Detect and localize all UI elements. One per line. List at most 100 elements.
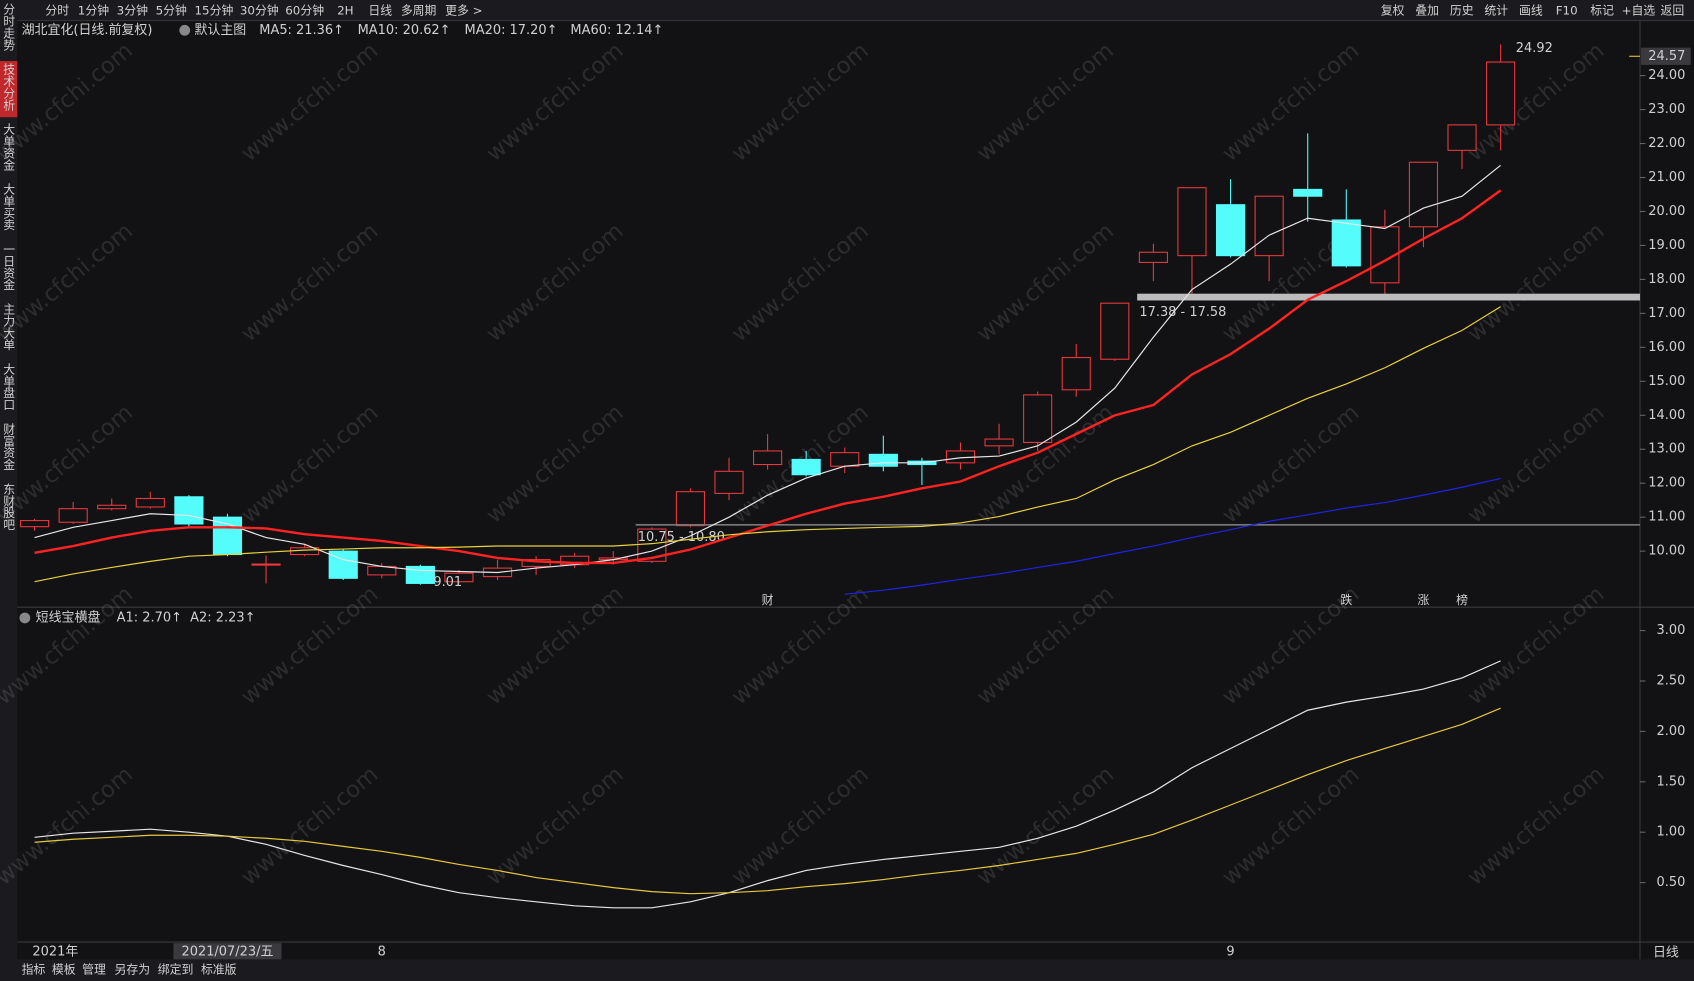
tool-button[interactable]: +自选: [1622, 3, 1656, 17]
x-tick-label: 9: [1226, 944, 1234, 959]
sidebar-tab[interactable]: 财富资金: [2, 422, 16, 470]
period-tab[interactable]: 日线: [368, 3, 392, 17]
candle-body: [1331, 219, 1361, 267]
legend-entry: MA20: 17.20↑: [465, 23, 558, 38]
period-tab[interactable]: 15分钟: [194, 3, 233, 17]
legend-entry: A2: 2.23↑: [190, 610, 255, 625]
candle-body: [791, 458, 821, 476]
y-tick-label: 23.00: [1648, 102, 1685, 117]
candle-body: [174, 496, 204, 525]
series-line: [34, 660, 1501, 909]
period-tab[interactable]: 更多 >: [445, 3, 482, 17]
candle-body: [1061, 356, 1091, 391]
period-tab[interactable]: 60分钟: [285, 3, 324, 17]
bottom-button[interactable]: 另存为: [115, 963, 151, 977]
period-tab[interactable]: 3分钟: [117, 3, 148, 17]
candle-body: [328, 550, 358, 579]
sidebar-tab[interactable]: 东财股吧: [2, 483, 16, 531]
y-tick-label: 24.00: [1648, 68, 1685, 83]
candle-body: [97, 504, 127, 510]
template-name: 默认主图: [194, 22, 246, 38]
sidebar-tab[interactable]: 技术分析: [2, 63, 16, 111]
y-tick-label: 19.00: [1648, 238, 1685, 253]
period-tab[interactable]: 2H: [337, 3, 354, 17]
candle-body: [753, 450, 783, 466]
candle-body: [1100, 302, 1130, 360]
candle-body: [251, 563, 281, 566]
x-tick-label: 2021/07/23/五: [181, 944, 273, 959]
event-marker[interactable]: 涨: [1418, 593, 1430, 607]
y-tick-label: 20.00: [1648, 204, 1685, 219]
candle-body: [1293, 188, 1323, 197]
candle-body: [868, 453, 898, 467]
band-label: 10.75 - 10.80: [638, 530, 725, 545]
candle-body: [1177, 187, 1207, 257]
sidebar-tab[interactable]: 大单资金: [2, 123, 16, 171]
x-tick-label: 8: [378, 944, 386, 959]
tool-button[interactable]: 返回: [1661, 3, 1685, 17]
tool-button[interactable]: 复权: [1381, 3, 1405, 17]
y-tick-label: 18.00: [1648, 272, 1685, 287]
event-marker[interactable]: 榜: [1456, 593, 1468, 607]
bottom-button[interactable]: 模板: [52, 963, 76, 977]
y-tick-label: 2.50: [1657, 673, 1686, 688]
legend-entry: MA60: 12.14↑: [570, 23, 663, 38]
period-tab[interactable]: 1分钟: [78, 3, 109, 17]
sidebar-tab[interactable]: 大单买卖: [2, 183, 16, 232]
tool-button[interactable]: 画线: [1519, 3, 1543, 17]
candle-body: [444, 572, 474, 583]
high-label: 24.92: [1516, 41, 1553, 56]
event-marker[interactable]: 财: [762, 593, 774, 607]
candle-body: [212, 516, 243, 556]
legend-entry: A1: 2.70↑: [117, 610, 182, 625]
y-tick-label: 13.00: [1648, 442, 1685, 457]
sidebar-tab[interactable]: 分时走势: [2, 3, 16, 51]
candle-body: [830, 452, 860, 467]
period-label: 日线: [1653, 945, 1679, 960]
bottom-button[interactable]: 标准版: [201, 963, 237, 977]
last-price-box: [1641, 47, 1691, 65]
candle-body: [1254, 195, 1284, 257]
indicator-title: 短线宝横盘: [36, 609, 101, 625]
sidebar-tab[interactable]: 一日资金: [2, 243, 16, 291]
candle-body: [19, 520, 50, 528]
period-tab[interactable]: 多周期: [401, 3, 437, 17]
x-tick-label: 2021年: [32, 944, 78, 959]
tool-button[interactable]: 统计: [1484, 3, 1508, 17]
candle-body: [1215, 204, 1246, 257]
y-tick-label: 22.00: [1648, 136, 1685, 151]
cursor-date-box: [173, 943, 282, 960]
period-tab[interactable]: 30分钟: [240, 3, 279, 17]
bottom-button[interactable]: 绑定到: [158, 963, 194, 977]
y-tick-label: 10.00: [1648, 544, 1685, 559]
y-tick-label: 0.50: [1657, 875, 1686, 890]
y-tick-label: 17.00: [1648, 306, 1685, 321]
top-toolbar: [0, 0, 1694, 21]
series-line: [34, 707, 1501, 895]
y-tick-label: 3.00: [1657, 623, 1686, 638]
band-label: 17.38 - 17.58: [1139, 305, 1226, 320]
series-line: [34, 189, 1502, 565]
candle-body: [714, 470, 744, 494]
sidebar-active: [0, 61, 18, 118]
event-marker[interactable]: 跌: [1340, 593, 1352, 607]
y-tick-label: 1.00: [1657, 825, 1686, 840]
y-tick-label: 12.00: [1648, 476, 1685, 491]
bottom-button[interactable]: 管理: [82, 963, 106, 977]
y-tick-label: 16.00: [1648, 340, 1685, 355]
series-line: [34, 164, 1501, 574]
sidebar-tab[interactable]: 主力大单: [2, 303, 16, 352]
tool-button[interactable]: 历史: [1450, 3, 1474, 17]
y-tick-label: 15.00: [1648, 374, 1685, 389]
candle-body: [984, 438, 1014, 447]
period-tab[interactable]: 分时: [45, 3, 69, 17]
tool-button[interactable]: F10: [1556, 3, 1578, 17]
tool-button[interactable]: 标记: [1590, 3, 1614, 17]
stock-title: 湖北宜化(日线.前复权): [22, 22, 153, 38]
period-tab[interactable]: 5分钟: [156, 3, 187, 17]
sidebar-tab[interactable]: 大单盘口: [2, 362, 16, 410]
bottom-button[interactable]: 指标: [22, 963, 46, 977]
tool-button[interactable]: 叠加: [1415, 3, 1439, 17]
